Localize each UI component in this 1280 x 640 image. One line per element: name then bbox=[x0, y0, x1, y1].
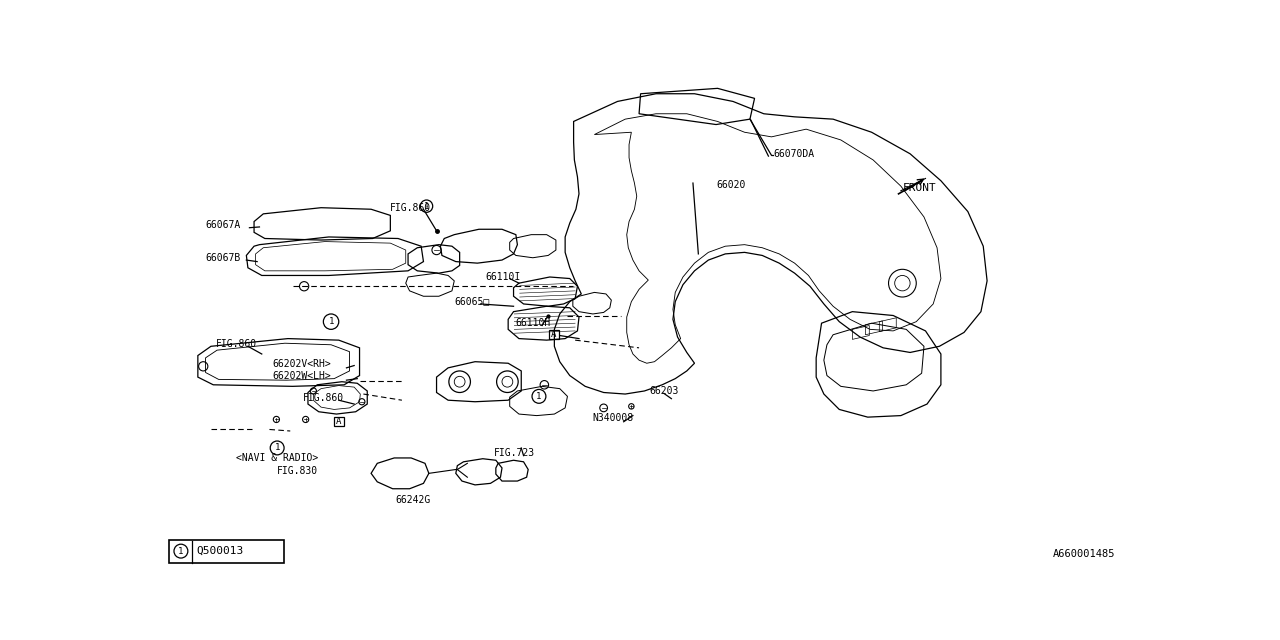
Text: FIG.860: FIG.860 bbox=[303, 393, 344, 403]
Text: A660001485: A660001485 bbox=[1052, 549, 1115, 559]
Text: A: A bbox=[550, 330, 557, 339]
Text: 1: 1 bbox=[178, 547, 183, 556]
Text: 1: 1 bbox=[274, 444, 280, 452]
Text: 66202V<RH>: 66202V<RH> bbox=[273, 359, 332, 369]
Text: FIG.830: FIG.830 bbox=[278, 466, 319, 476]
Text: Q500013: Q500013 bbox=[196, 546, 243, 556]
Text: 66020: 66020 bbox=[716, 180, 745, 189]
Text: 66067A: 66067A bbox=[206, 220, 241, 230]
Text: FIG.860: FIG.860 bbox=[215, 339, 257, 349]
Text: 1: 1 bbox=[424, 202, 429, 211]
Text: 1: 1 bbox=[329, 317, 334, 326]
Text: 66242G: 66242G bbox=[396, 495, 431, 504]
Text: FIG.860: FIG.860 bbox=[390, 203, 431, 212]
Text: 66067B: 66067B bbox=[206, 253, 241, 263]
Text: 66202W<LH>: 66202W<LH> bbox=[273, 371, 332, 381]
Text: 1: 1 bbox=[536, 392, 541, 401]
Text: FIG.723: FIG.723 bbox=[494, 447, 535, 458]
Text: 66070DA: 66070DA bbox=[773, 148, 814, 159]
Text: 66110H: 66110H bbox=[516, 318, 552, 328]
Text: FRONT: FRONT bbox=[902, 184, 936, 193]
Text: N340008: N340008 bbox=[593, 413, 634, 423]
Text: A: A bbox=[337, 417, 342, 426]
Text: 66065□: 66065□ bbox=[454, 296, 489, 307]
Text: <NAVI & RADIO>: <NAVI & RADIO> bbox=[237, 453, 319, 463]
Bar bbox=[549, 330, 558, 339]
Text: 66110I: 66110I bbox=[485, 272, 520, 282]
Text: 66203: 66203 bbox=[650, 386, 680, 396]
Bar bbox=[334, 417, 344, 426]
